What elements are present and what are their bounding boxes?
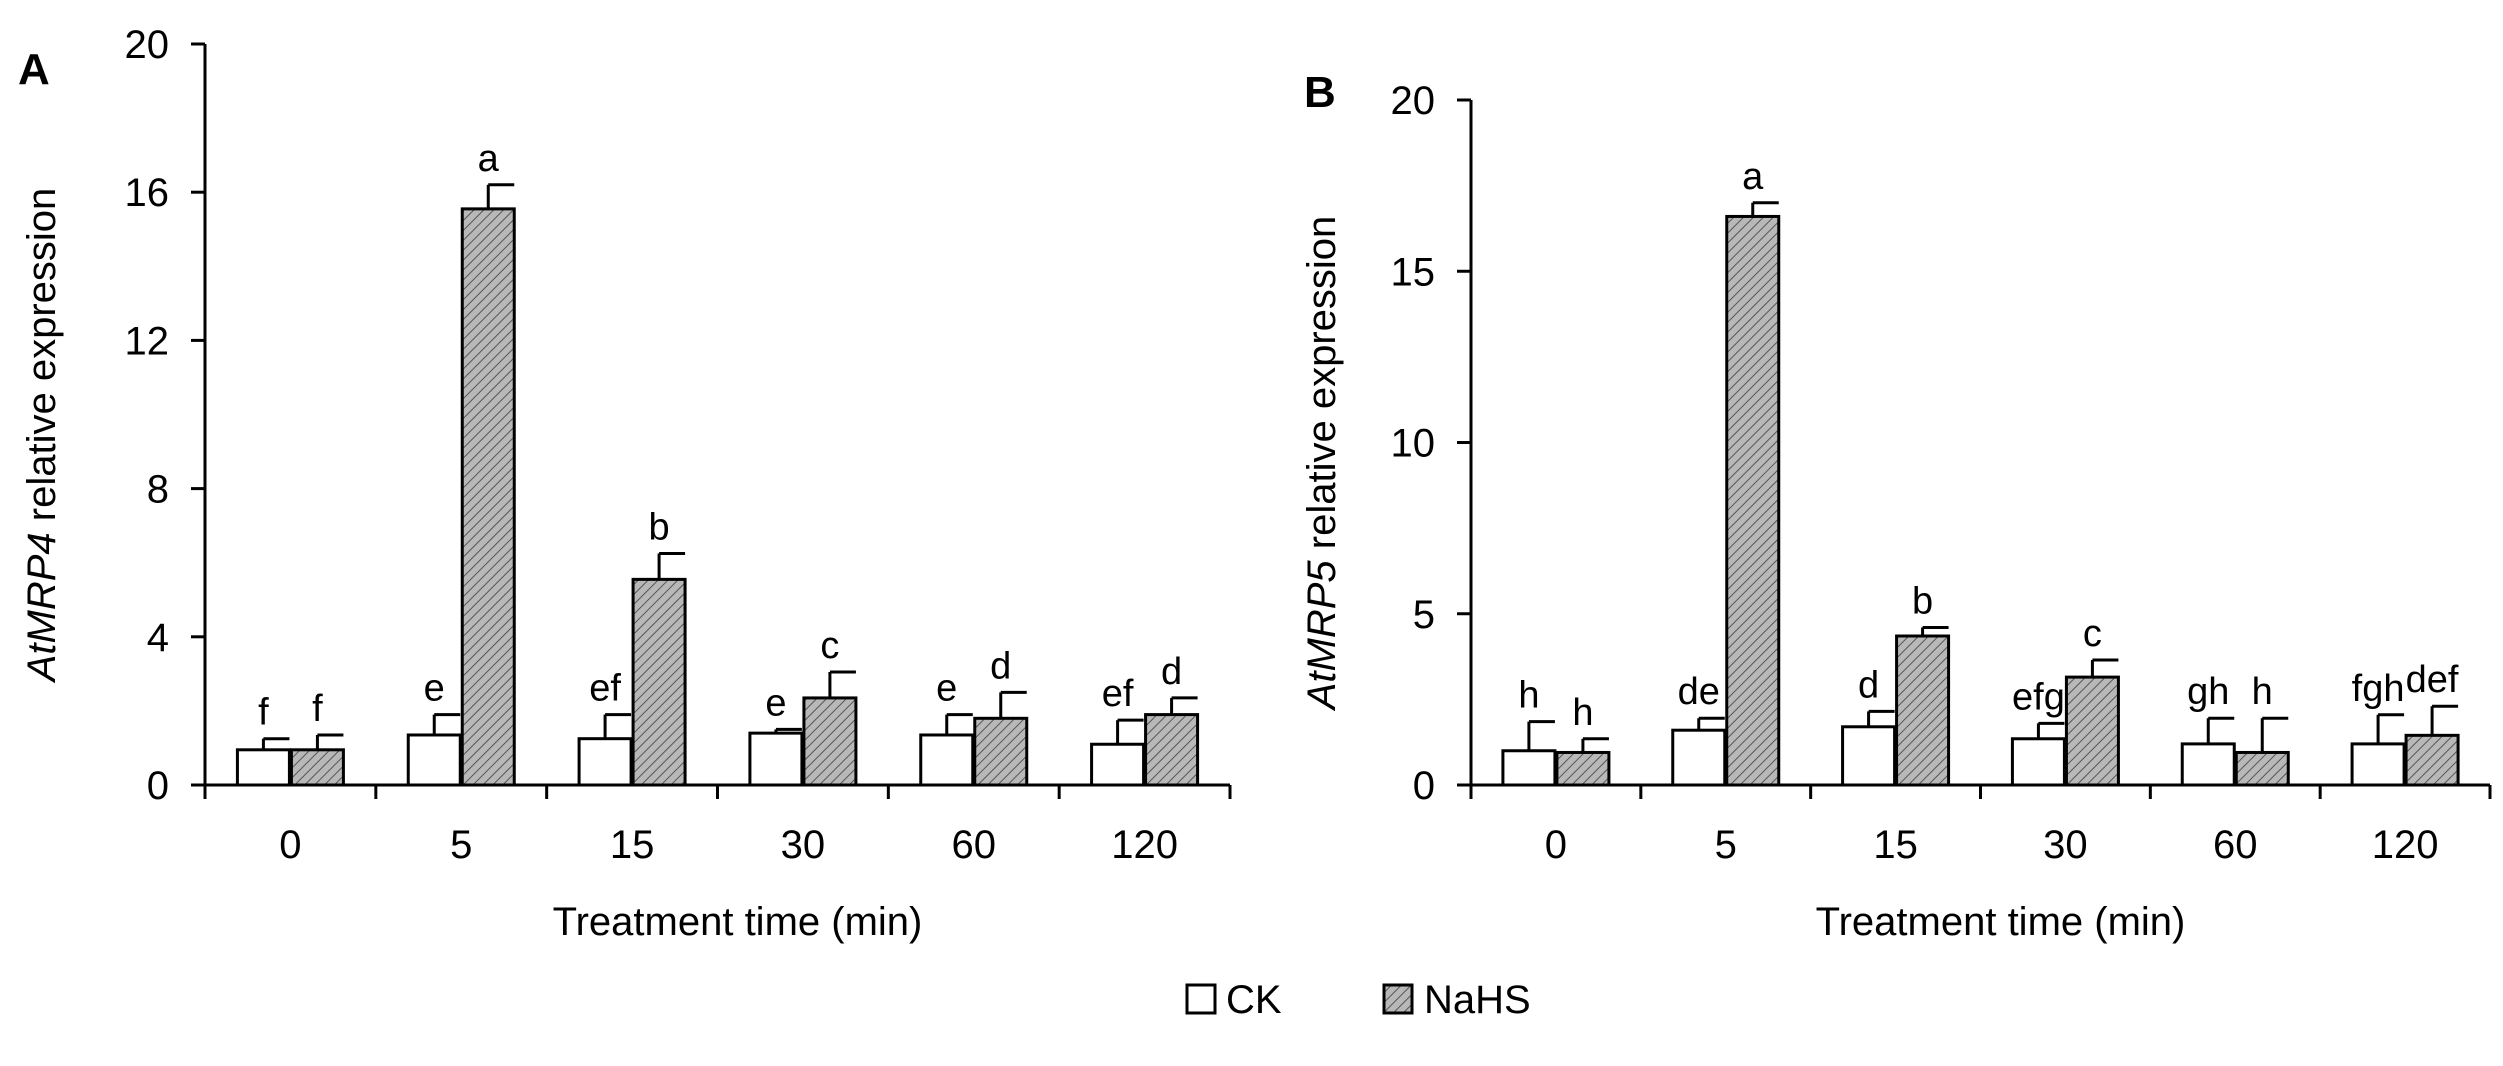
sig-label-b-nahs-2: b <box>1912 580 1933 622</box>
bar-a-ck-5 <box>1090 742 1146 787</box>
x-tick-label-a-3: 30 <box>781 823 826 867</box>
bar-a-nahs-4 <box>973 716 1029 787</box>
x-tick-label-b-4: 60 <box>2213 823 2258 867</box>
sig-label-b-ck-2: d <box>1858 664 1879 706</box>
x-tick-label-b-1: 5 <box>1715 823 1737 867</box>
y-tick-label-a-0: 0 <box>147 764 169 808</box>
y-axis-title-b: AtMRP5 relative expression <box>1300 216 1344 712</box>
sig-label-b-ck-1: de <box>1678 671 1720 713</box>
x-tick-label-b-3: 30 <box>2043 823 2088 867</box>
legend: CK NaHS <box>1185 978 1531 1022</box>
y-tick-label-a-4: 16 <box>125 171 170 215</box>
sig-label-b-nahs-3: c <box>2083 613 2102 655</box>
x-axis-title-b: Treatment time (min) <box>1816 900 2186 944</box>
bar-a-ck-4 <box>919 733 975 787</box>
bar-b-nahs-1 <box>1725 214 1781 787</box>
bar-b-nahs-4 <box>2234 750 2290 787</box>
sig-label-a-nahs-2: b <box>649 506 670 548</box>
sig-label-a-nahs-1: a <box>478 138 500 180</box>
y-axis-title-gene-b: AtMRP5 <box>1300 560 1344 712</box>
y-tick-label-b-0: 0 <box>1413 764 1435 808</box>
y-tick-label-a-5: 20 <box>125 23 170 67</box>
sig-label-a-ck-4: e <box>936 668 957 710</box>
sig-label-b-nahs-5: def <box>2406 659 2459 701</box>
sig-label-a-ck-2: ef <box>589 668 621 710</box>
x-tick-label-a-1: 5 <box>450 823 472 867</box>
bar-b-nahs-0 <box>1555 750 1611 787</box>
y-tick-label-a-3: 12 <box>125 319 170 363</box>
sig-label-a-nahs-4: d <box>990 645 1011 687</box>
bar-b-ck-0 <box>1501 749 1557 787</box>
panel-a-letter: A <box>18 45 50 94</box>
y-tick-label-a-1: 4 <box>147 616 169 660</box>
bar-b-ck-2 <box>1841 725 1897 787</box>
bar-b-nahs-2 <box>1895 634 1951 787</box>
sig-label-b-nahs-0: h <box>1572 692 1593 734</box>
bar-b-nahs-3 <box>2064 675 2120 787</box>
sig-label-b-nahs-4: h <box>2252 671 2273 713</box>
x-tick-label-b-5: 120 <box>2372 823 2439 867</box>
bar-a-nahs-2 <box>631 577 687 787</box>
sig-label-a-nahs-3: c <box>820 625 839 667</box>
bar-b-ck-4 <box>2180 742 2236 787</box>
bar-b-ck-3 <box>2010 737 2066 787</box>
panel-b-letter: B <box>1304 68 1336 117</box>
panel-b-chart: 0 5 10 15 20 0 5 15 30 60 120 Treatment time (min) A… <box>1300 79 2492 944</box>
y-tick-label-b-1: 5 <box>1413 593 1435 637</box>
y-axis-title-rest-b: relative expression <box>1300 216 1344 561</box>
x-tick-label-a-5: 120 <box>1111 823 1178 867</box>
sig-label-a-nahs-0: f <box>312 688 323 730</box>
x-tick-label-a-2: 15 <box>610 823 655 867</box>
bar-a-nahs-5 <box>1144 713 1200 787</box>
bar-a-ck-3 <box>748 731 804 787</box>
bar-b-nahs-5 <box>2404 733 2460 787</box>
x-tick-label-b-2: 15 <box>1873 823 1918 867</box>
x-tick-label-a-4: 60 <box>952 823 997 867</box>
y-tick-label-b-4: 20 <box>1391 79 1436 123</box>
bar-b-ck-5 <box>2350 742 2406 787</box>
bar-a-ck-2 <box>577 737 633 787</box>
y-axis-title-a: AtMRP4 relative expression <box>20 188 64 684</box>
x-tick-label-b-0: 0 <box>1545 823 1567 867</box>
x-tick-label-a-0: 0 <box>279 823 301 867</box>
legend-swatch-ck <box>1185 983 1217 1015</box>
sig-label-a-ck-3: e <box>765 682 786 724</box>
y-axis-title-rest-a: relative expression <box>20 188 64 533</box>
legend-swatch-nahs <box>1382 983 1414 1015</box>
sig-label-b-ck-3: efg <box>2012 676 2065 718</box>
sig-label-b-ck-4: gh <box>2187 671 2229 713</box>
legend-label-nahs: NaHS <box>1424 978 1531 1022</box>
y-tick-label-b-3: 15 <box>1391 250 1436 294</box>
bar-a-ck-1 <box>406 733 462 787</box>
sig-label-a-ck-5: ef <box>1102 673 1134 715</box>
y-tick-label-b-2: 10 <box>1391 422 1436 466</box>
bar-a-ck-0 <box>235 748 291 787</box>
bar-b-ck-1 <box>1671 728 1727 787</box>
y-tick-label-a-2: 8 <box>147 468 169 512</box>
panel-a-chart: 0 4 8 12 16 20 0 5 15 30 60 120 Treatment time (min)… <box>20 23 1232 944</box>
bar-a-nahs-0 <box>289 748 345 787</box>
y-axis-title-gene-a: AtMRP4 <box>20 532 64 683</box>
sig-label-a-nahs-5: d <box>1161 651 1182 693</box>
sig-label-b-ck-5: fgh <box>2352 668 2405 710</box>
x-axis-title-a: Treatment time (min) <box>553 900 923 944</box>
sig-label-a-ck-0: f <box>258 692 269 734</box>
bar-a-nahs-1 <box>460 207 516 787</box>
sig-label-b-ck-0: h <box>1518 675 1539 717</box>
sig-label-a-ck-1: e <box>424 668 445 710</box>
bar-a-nahs-3 <box>802 696 858 787</box>
sig-label-b-nahs-1: a <box>1742 156 1764 198</box>
legend-label-ck: CK <box>1226 978 1282 1022</box>
